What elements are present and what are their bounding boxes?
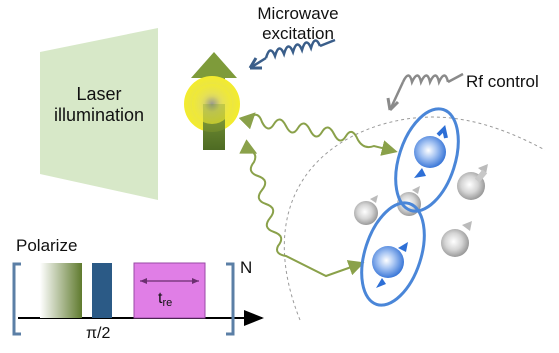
- tre-pulse: [133, 262, 206, 319]
- tre-label-sub: re: [162, 297, 173, 309]
- laser-label-line2: illumination: [53, 104, 145, 125]
- laser-panel: [40, 28, 158, 200]
- rf-coil-icon: [386, 72, 464, 112]
- rf-control-label: Rf control: [466, 72, 539, 91]
- entangled-spins-lower: [360, 201, 426, 307]
- repeat-n-label: N: [240, 258, 253, 277]
- microwave-label: Microwave excitation: [256, 4, 340, 43]
- microwave-label-line2: excitation: [262, 23, 334, 43]
- microwave-coil-icon: [248, 38, 336, 70]
- pulse-sequence: [12, 262, 264, 336]
- tre-label: tre: [158, 290, 172, 310]
- tre-label-main: t: [158, 290, 163, 307]
- right-bracket: [226, 262, 235, 336]
- polarize-label: Polarize: [16, 236, 78, 255]
- pi-half-label: π/2: [86, 325, 111, 342]
- laser-label: Laser illumination: [42, 84, 156, 125]
- microwave-label-line1: Microwave: [257, 4, 339, 23]
- pi-half-pulse: [92, 263, 112, 318]
- laser-label-line1: Laser: [76, 84, 122, 104]
- coupling-lines: [238, 112, 398, 278]
- polarize-pulse: [40, 263, 82, 318]
- left-bracket: [12, 262, 21, 336]
- entangled-spins-upper: [394, 107, 460, 213]
